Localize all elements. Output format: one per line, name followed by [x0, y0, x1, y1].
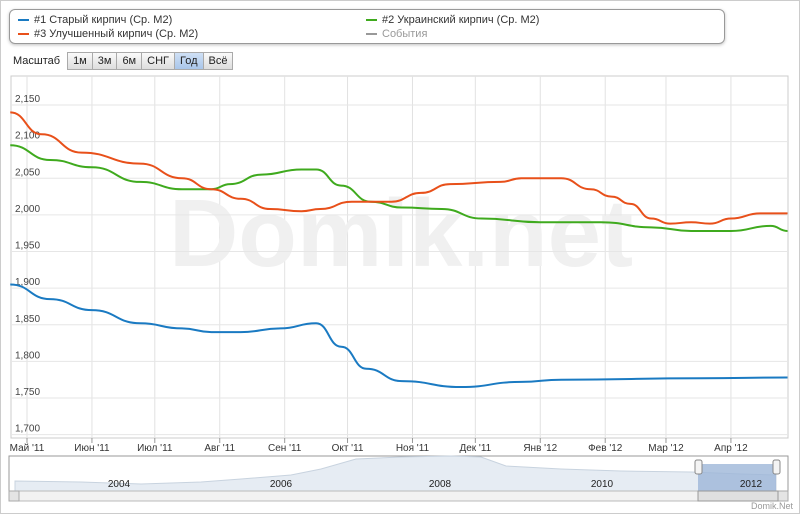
- series-2-swatch: [366, 19, 377, 21]
- series-1-swatch: [18, 19, 29, 21]
- y-tick-label: 1,750: [15, 387, 40, 398]
- scroll-right-button[interactable]: [777, 490, 789, 502]
- events-swatch: [366, 33, 377, 35]
- legend-item-series-2[interactable]: #2 Украинский кирпич (Ср. М2): [366, 14, 539, 26]
- y-tick-label: 1,950: [15, 241, 40, 252]
- legend-item-series-1[interactable]: #1 Старый кирпич (Ср. М2): [18, 14, 172, 26]
- range-selector-label: Масштаб: [13, 55, 61, 67]
- series-3-swatch: [18, 33, 29, 35]
- x-tick-label: Май '11: [10, 443, 45, 454]
- x-tick-label: Июн '11: [74, 443, 110, 454]
- navigator-year-label: 2008: [429, 479, 452, 490]
- navigator-selected-range[interactable]: [698, 464, 776, 491]
- series-line-3[interactable]: [10, 111, 788, 225]
- scrollbar-track[interactable]: [8, 490, 789, 502]
- y-tick-label: 1,850: [15, 314, 40, 325]
- y-tick-label: 2,100: [15, 131, 40, 142]
- x-tick-label: Ноя '11: [396, 443, 430, 454]
- y-tick-label: 2,050: [15, 167, 40, 178]
- y-tick-label: 1,800: [15, 350, 40, 361]
- range-button-year[interactable]: Год: [173, 52, 204, 70]
- navigator-year-label: 2012: [740, 479, 763, 490]
- x-tick-label: Мар '12: [648, 443, 684, 454]
- legend-label: #1 Старый кирпич (Ср. М2): [34, 14, 173, 26]
- x-tick-label: Фев '12: [588, 443, 623, 454]
- y-tick-label: 2,000: [15, 204, 40, 215]
- legend-item-series-3[interactable]: #3 Улучшенный кирпич (Ср. М2): [18, 28, 198, 40]
- x-tick-label: Июл '11: [137, 443, 173, 454]
- navigator-year-label: 2006: [270, 479, 293, 490]
- x-tick-label: Дек '11: [459, 443, 491, 454]
- navigator-year-label: 2004: [108, 479, 131, 490]
- legend: #1 Старый кирпич (Ср. М2) #2 Украинский …: [9, 9, 725, 44]
- range-button-1m[interactable]: 1м: [67, 52, 93, 70]
- navigator-handle[interactable]: [772, 459, 781, 475]
- range-button-ytd[interactable]: СНГ: [141, 52, 175, 70]
- series-line-2[interactable]: [10, 144, 788, 232]
- scrollbar-thumb[interactable]: [697, 490, 779, 502]
- watermark: Domik.net: [169, 180, 633, 287]
- x-tick-label: Сен '11: [268, 443, 302, 454]
- y-tick-label: 2,150: [15, 94, 40, 105]
- credits-link[interactable]: Domik.Net: [750, 501, 793, 511]
- y-tick-label: 1,900: [15, 277, 40, 288]
- legend-label: События: [382, 28, 428, 40]
- range-button-6m[interactable]: 6м: [116, 52, 143, 70]
- range-button-3m[interactable]: 3м: [91, 52, 118, 70]
- x-tick-label: Янв '12: [523, 443, 557, 454]
- y-tick-label: 1,700: [15, 424, 40, 435]
- series-line-1[interactable]: [10, 283, 788, 389]
- legend-label: #2 Украинский кирпич (Ср. М2): [382, 14, 540, 26]
- navigator-handle[interactable]: [694, 459, 703, 475]
- x-tick-label: Окт '11: [332, 443, 364, 454]
- legend-label: #3 Улучшенный кирпич (Ср. М2): [34, 28, 199, 40]
- scroll-left-button[interactable]: [8, 490, 20, 502]
- x-tick-label: Авг '11: [204, 443, 235, 454]
- range-button-all[interactable]: Всё: [202, 52, 234, 70]
- x-tick-label: Апр '12: [714, 443, 748, 454]
- range-selector: Масштаб 1м 3м 6м СНГ Год Всё: [13, 52, 234, 70]
- navigator-year-label: 2010: [591, 479, 614, 490]
- legend-item-events[interactable]: События: [366, 28, 427, 40]
